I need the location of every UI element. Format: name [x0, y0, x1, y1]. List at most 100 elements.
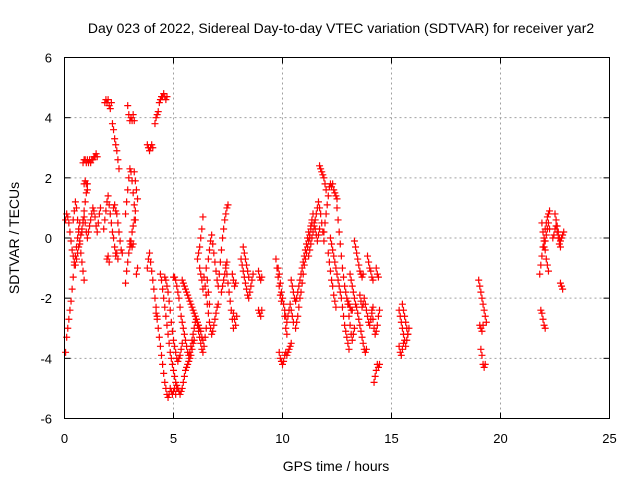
data-point: [323, 201, 331, 209]
data-point: [164, 330, 172, 338]
data-point: [559, 231, 567, 239]
data-point: [179, 324, 187, 332]
data-point: [372, 327, 380, 335]
data-point: [178, 276, 186, 284]
data-point: [350, 324, 358, 332]
data-point: [333, 204, 341, 212]
data-point: [540, 321, 548, 329]
x-tick-label: 15: [384, 431, 398, 446]
data-point: [130, 168, 138, 176]
data-point: [340, 273, 348, 281]
data-point: [543, 213, 551, 221]
data-point: [342, 288, 350, 296]
data-point: [115, 165, 123, 173]
data-point: [114, 219, 122, 227]
data-point: [361, 348, 369, 356]
data-point: [354, 309, 362, 317]
data-point: [112, 141, 120, 149]
data-point: [179, 378, 187, 386]
data-point: [159, 360, 167, 368]
data-point: [123, 198, 131, 206]
data-point: [353, 249, 361, 257]
data-point: [108, 228, 116, 236]
data-point: [152, 303, 160, 311]
data-point: [223, 204, 231, 212]
data-point: [480, 363, 488, 371]
data-point: [399, 306, 407, 314]
y-axis-label: SDTVAR / TECUs: [6, 182, 22, 294]
data-point: [186, 354, 194, 362]
data-point: [209, 240, 217, 248]
data-point: [368, 306, 376, 314]
data-point: [403, 336, 411, 344]
data-point: [217, 288, 225, 296]
data-point: [192, 315, 200, 323]
data-point: [317, 165, 325, 173]
data-point: [369, 315, 377, 323]
data-point: [117, 246, 125, 254]
data-point: [130, 201, 138, 209]
data-point: [333, 195, 341, 203]
data-point: [176, 351, 184, 359]
data-point: [66, 228, 74, 236]
data-point: [146, 249, 154, 257]
data-point: [480, 306, 488, 314]
data-point: [318, 168, 326, 176]
data-point: [346, 321, 354, 329]
data-point: [106, 105, 114, 113]
data-point: [197, 234, 205, 242]
data-point: [240, 249, 248, 257]
y-tick-label: 2: [45, 171, 52, 186]
x-tick-label: 25: [602, 431, 616, 446]
data-point: [64, 213, 72, 221]
data-point: [106, 210, 114, 218]
data-point: [86, 222, 94, 230]
data-point: [330, 291, 338, 299]
data-point: [347, 276, 355, 284]
data-point: [479, 300, 487, 308]
data-point: [223, 258, 231, 266]
data-point: [164, 288, 172, 296]
data-point: [329, 246, 337, 254]
data-point: [111, 243, 119, 251]
data-point: [131, 177, 139, 185]
data-point: [279, 360, 286, 368]
data-point: [248, 276, 256, 284]
data-point: [180, 282, 188, 290]
data-point: [403, 324, 411, 332]
data-point: [229, 309, 237, 317]
data-point: [301, 255, 309, 263]
data-point: [71, 261, 79, 269]
data-point: [293, 318, 301, 326]
data-point: [161, 303, 169, 311]
data-point: [171, 372, 179, 380]
data-point: [544, 210, 552, 218]
data-point: [368, 273, 376, 281]
data-point: [155, 99, 163, 107]
data-point: [170, 336, 177, 344]
x-tick-label: 0: [61, 431, 68, 446]
data-point: [277, 288, 285, 296]
data-point: [81, 219, 89, 227]
data-point: [297, 288, 305, 296]
data-point: [343, 294, 351, 302]
data-point: [322, 186, 330, 194]
data-point: [113, 210, 121, 218]
data-point: [150, 285, 158, 293]
chart-title: Day 023 of 2022, Sidereal Day-to-day VTE…: [88, 20, 594, 36]
data-point: [69, 273, 77, 281]
data-point: [329, 180, 337, 188]
data-point: [153, 111, 161, 119]
data-point: [204, 255, 212, 263]
data-point: [198, 333, 206, 341]
data-point: [287, 339, 295, 347]
data-point: [199, 348, 207, 356]
data-point: [172, 348, 180, 356]
data-point: [544, 219, 552, 227]
data-point: [209, 327, 217, 335]
data-point: [538, 219, 546, 227]
data-point: [544, 267, 552, 275]
data-point: [113, 249, 121, 257]
data-point: [222, 261, 230, 269]
data-point: [195, 249, 203, 257]
